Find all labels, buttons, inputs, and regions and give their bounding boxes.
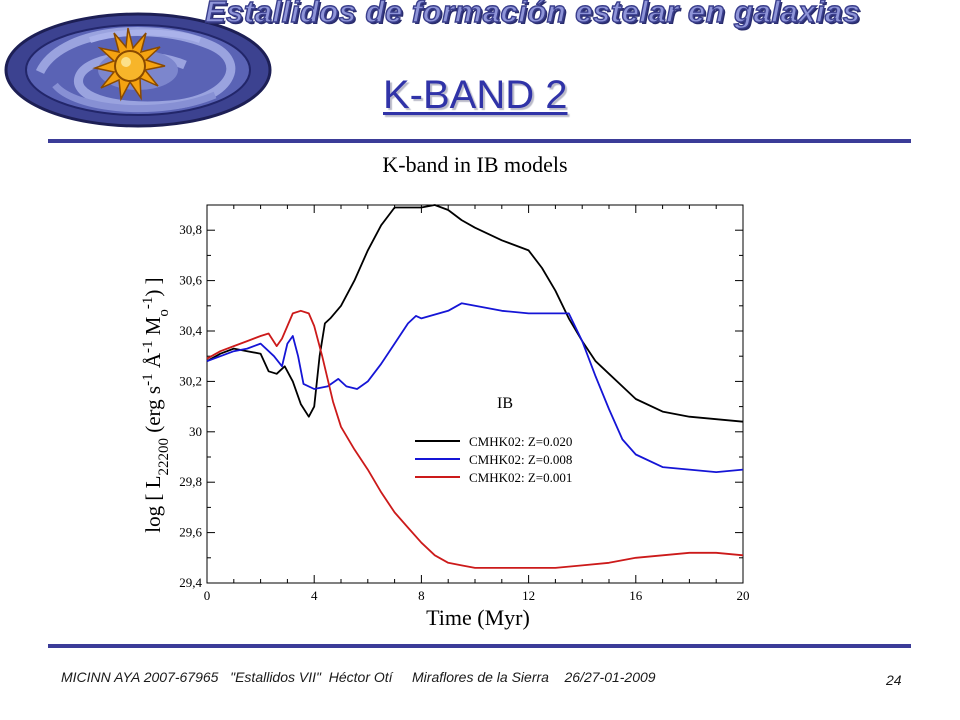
sun-icon — [92, 27, 166, 102]
legend-label: CMHK02: Z=0.001 — [469, 470, 572, 485]
y-axis-label: log [ L22200 (erg s-1 Å-1 Mo-1) ] — [140, 277, 172, 532]
series-line-1 — [206, 204, 744, 423]
footer-text: MICINN AYA 2007-67965 "Estallidos VII" H… — [61, 669, 656, 685]
legend: IB CMHK02: Z=0.020 CMHK02: Z=0.008 CMHK02: … — [415, 395, 572, 485]
k-band-chart: 0 4 8 12 16 2029,429,629,83030,230,430,630,8 … — [140, 152, 750, 630]
bottom-divider — [48, 644, 911, 648]
x-tick-label: 20 — [737, 588, 750, 603]
top-divider — [48, 139, 911, 143]
series-line-2 — [206, 302, 744, 473]
x-tick-label: 12 — [522, 588, 535, 603]
y-tick-label: 30,2 — [179, 373, 202, 388]
chart-title: K-band in IB models — [382, 152, 567, 177]
series-layer — [206, 204, 744, 569]
y-tick-label: 30,4 — [179, 323, 202, 338]
y-tick-label: 30,6 — [179, 273, 202, 288]
slide-title: K-BAND 2 — [383, 73, 568, 117]
legend-label: CMHK02: Z=0.008 — [469, 452, 572, 467]
y-tick-label: 29,6 — [179, 525, 202, 540]
x-tick-label: 4 — [311, 588, 318, 603]
x-tick-label: 8 — [418, 588, 425, 603]
y-tick-label: 30,8 — [179, 222, 202, 237]
y-tick-label: 29,4 — [179, 575, 202, 590]
galaxy-logo — [4, 12, 272, 128]
page-number: 24 — [886, 672, 902, 688]
legend-label: CMHK02: Z=0.020 — [469, 434, 572, 449]
series-line-3 — [206, 309, 744, 569]
x-tick-label: 0 — [204, 588, 211, 603]
legend-title: IB — [497, 395, 513, 412]
y-tick-label: 30 — [189, 424, 202, 439]
x-axis-label: Time (Myr) — [426, 605, 530, 630]
banner-title: Estallidos de formación estelar en galax… — [204, 0, 861, 30]
y-tick-label: 29,8 — [179, 474, 202, 489]
ticks-layer: 0 4 8 12 16 20 29,4 29,6 29,8 30 30,2 30,4 30,6 30,8 — [179, 205, 750, 603]
x-tick-label: 16 — [629, 588, 643, 603]
plot-frame — [206, 204, 744, 584]
